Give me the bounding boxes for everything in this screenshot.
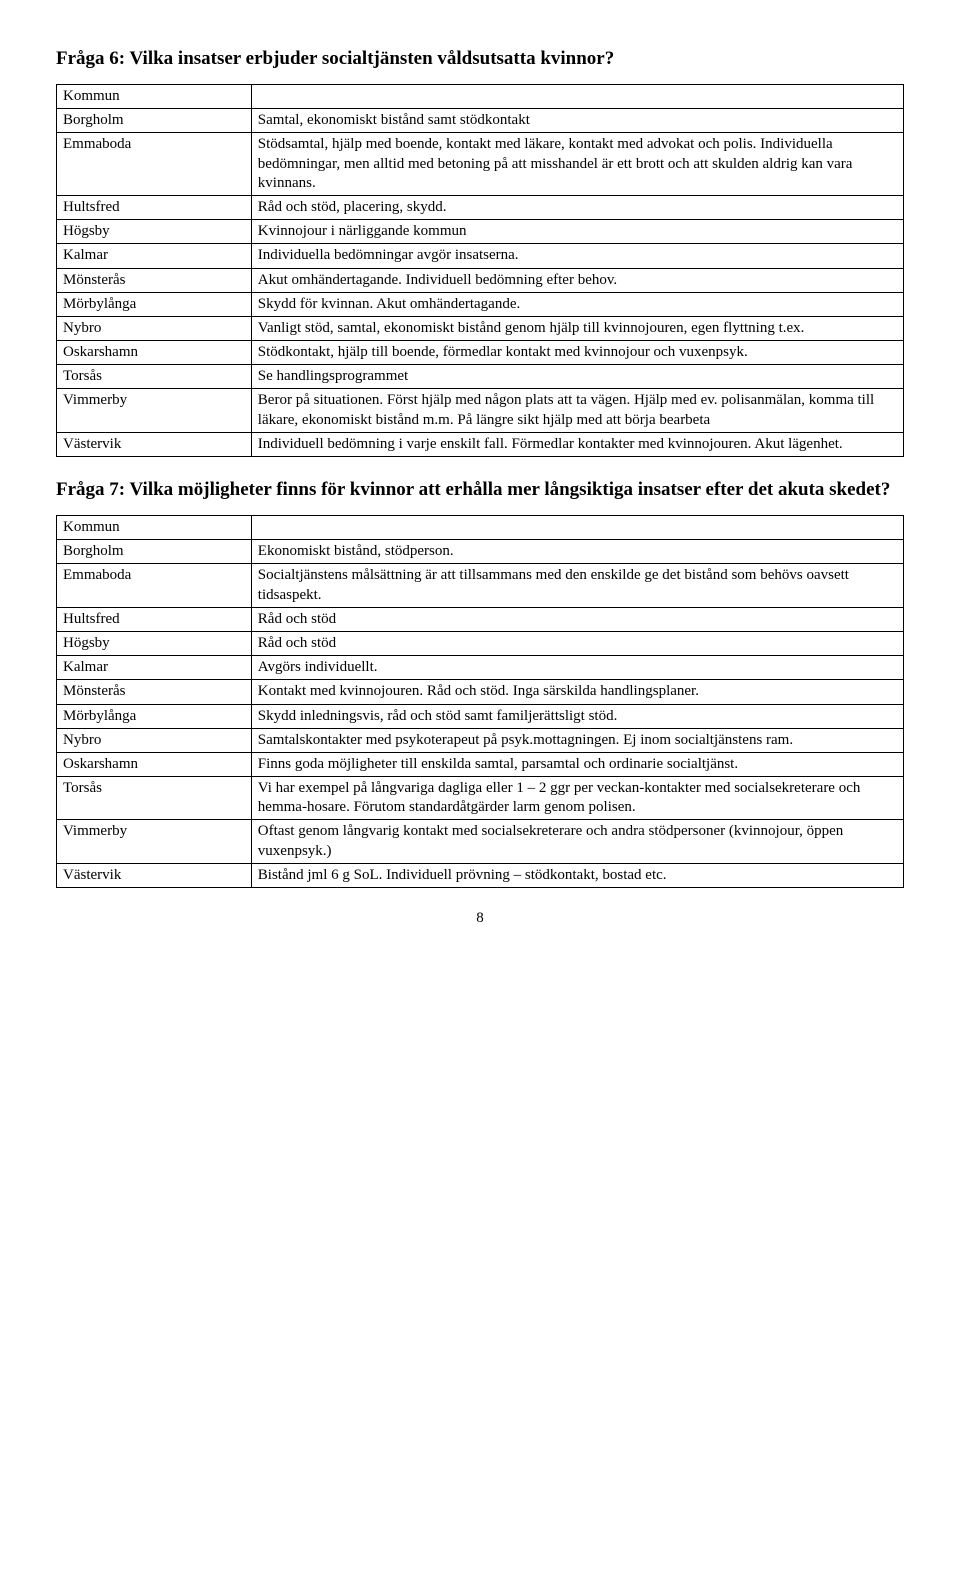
table-row: BorgholmSamtal, ekonomiskt bistånd samt … (57, 109, 904, 133)
answer-cell: Skydd för kvinnan. Akut omhändertagande. (251, 292, 903, 316)
kommun-cell: Emmaboda (57, 133, 252, 196)
table-row: BorgholmEkonomiskt bistånd, stödperson. (57, 540, 904, 564)
kommun-cell: Torsås (57, 365, 252, 389)
kommun-cell: Högsby (57, 631, 252, 655)
table-row: EmmabodaStödsamtal, hjälp med boende, ko… (57, 133, 904, 196)
table-row: TorsåsSe handlingsprogrammet (57, 365, 904, 389)
answer-cell: Råd och stöd, placering, skydd. (251, 195, 903, 219)
question-7-title: Fråga 7: Vilka möjligheter finns för kvi… (56, 479, 904, 501)
answer-cell: Kontakt med kvinnojouren. Råd och stöd. … (251, 680, 903, 704)
table-row: MönsteråsKontakt med kvinnojouren. Råd o… (57, 680, 904, 704)
kommun-cell: Mörbylånga (57, 292, 252, 316)
kommun-cell: Hultsfred (57, 607, 252, 631)
kommun-cell: Hultsfred (57, 195, 252, 219)
table-row: HögsbyKvinnojour i närliggande kommun (57, 220, 904, 244)
table-row: NybroSamtalskontakter med psykoterapeut … (57, 728, 904, 752)
kommun-cell: Högsby (57, 220, 252, 244)
answer-cell: Beror på situationen. Först hjälp med nå… (251, 389, 903, 432)
kommun-cell: Västervik (57, 863, 252, 887)
kommun-cell: Vimmerby (57, 820, 252, 863)
question-6-title: Fråga 6: Vilka insatser erbjuder socialt… (56, 48, 904, 70)
kommun-cell: Vimmerby (57, 389, 252, 432)
answer-cell: Skydd inledningsvis, råd och stöd samt f… (251, 704, 903, 728)
header-kommun: Kommun (57, 85, 252, 109)
answer-cell: Råd och stöd (251, 607, 903, 631)
table-row: HögsbyRåd och stöd (57, 631, 904, 655)
answer-cell: Individuell bedömning i varje enskilt fa… (251, 432, 903, 456)
question-6-table: Kommun BorgholmSamtal, ekonomiskt bistån… (56, 84, 904, 457)
table-row: EmmabodaSocialtjänstens målsättning är a… (57, 564, 904, 607)
answer-cell: Samtalskontakter med psykoterapeut på ps… (251, 728, 903, 752)
kommun-cell: Nybro (57, 728, 252, 752)
answer-cell: Socialtjänstens målsättning är att tills… (251, 564, 903, 607)
answer-cell: Akut omhändertagande. Individuell bedömn… (251, 268, 903, 292)
table-row: VimmerbyOftast genom långvarig kontakt m… (57, 820, 904, 863)
table-row: VästervikIndividuell bedömning i varje e… (57, 432, 904, 456)
page-number: 8 (56, 910, 904, 927)
table-row: KalmarIndividuella bedömningar avgör ins… (57, 244, 904, 268)
kommun-cell: Mönsterås (57, 680, 252, 704)
table-row: HultsfredRåd och stöd (57, 607, 904, 631)
kommun-cell: Västervik (57, 432, 252, 456)
kommun-cell: Kalmar (57, 656, 252, 680)
answer-cell: Stödkontakt, hjälp till boende, förmedla… (251, 341, 903, 365)
kommun-cell: Torsås (57, 777, 252, 820)
answer-cell: Individuella bedömningar avgör insatsern… (251, 244, 903, 268)
table-row: MörbylångaSkydd inledningsvis, råd och s… (57, 704, 904, 728)
answer-cell: Stödsamtal, hjälp med boende, kontakt me… (251, 133, 903, 196)
table-row: NybroVanligt stöd, samtal, ekonomiskt bi… (57, 316, 904, 340)
table-row: TorsåsVi har exempel på långvariga dagli… (57, 777, 904, 820)
table-row: OskarshamnStödkontakt, hjälp till boende… (57, 341, 904, 365)
answer-cell: Finns goda möjligheter till enskilda sam… (251, 752, 903, 776)
answer-cell: Vi har exempel på långvariga dagliga ell… (251, 777, 903, 820)
answer-cell: Se handlingsprogrammet (251, 365, 903, 389)
header-blank (251, 85, 903, 109)
answer-cell: Bistånd jml 6 g SoL. Individuell prövnin… (251, 863, 903, 887)
table-row: MönsteråsAkut omhändertagande. Individue… (57, 268, 904, 292)
question-7-table: Kommun BorgholmEkonomiskt bistånd, stödp… (56, 515, 904, 888)
table-row: HultsfredRåd och stöd, placering, skydd. (57, 195, 904, 219)
header-kommun: Kommun (57, 516, 252, 540)
kommun-cell: Borgholm (57, 540, 252, 564)
table-row: VimmerbyBeror på situationen. Först hjäl… (57, 389, 904, 432)
answer-cell: Vanligt stöd, samtal, ekonomiskt bistånd… (251, 316, 903, 340)
kommun-cell: Emmaboda (57, 564, 252, 607)
answer-cell: Ekonomiskt bistånd, stödperson. (251, 540, 903, 564)
kommun-cell: Nybro (57, 316, 252, 340)
answer-cell: Samtal, ekonomiskt bistånd samt stödkont… (251, 109, 903, 133)
answer-cell: Råd och stöd (251, 631, 903, 655)
kommun-cell: Mönsterås (57, 268, 252, 292)
kommun-cell: Mörbylånga (57, 704, 252, 728)
kommun-cell: Borgholm (57, 109, 252, 133)
kommun-cell: Oskarshamn (57, 752, 252, 776)
header-blank (251, 516, 903, 540)
table-row: KalmarAvgörs individuellt. (57, 656, 904, 680)
table-row: VästervikBistånd jml 6 g SoL. Individuel… (57, 863, 904, 887)
table-row: OskarshamnFinns goda möjligheter till en… (57, 752, 904, 776)
kommun-cell: Kalmar (57, 244, 252, 268)
table-row: MörbylångaSkydd för kvinnan. Akut omhänd… (57, 292, 904, 316)
table-header-row: Kommun (57, 85, 904, 109)
answer-cell: Avgörs individuellt. (251, 656, 903, 680)
answer-cell: Kvinnojour i närliggande kommun (251, 220, 903, 244)
kommun-cell: Oskarshamn (57, 341, 252, 365)
answer-cell: Oftast genom långvarig kontakt med socia… (251, 820, 903, 863)
table-header-row: Kommun (57, 516, 904, 540)
